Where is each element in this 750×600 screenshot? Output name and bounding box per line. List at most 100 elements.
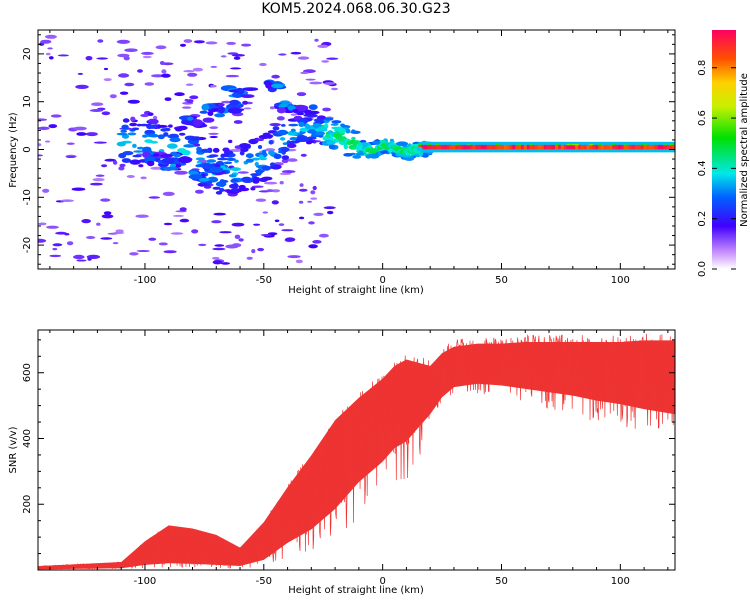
spectrogram-cell xyxy=(207,176,218,182)
spectrogram-noise-blob xyxy=(140,113,150,118)
carrier-cell xyxy=(495,143,500,146)
carrier-cell xyxy=(640,144,644,150)
spectrogram-noise-blob xyxy=(85,56,93,61)
spectrogram-noise-blob xyxy=(104,158,117,162)
spectrogram-noise-blob xyxy=(46,225,59,229)
spectrogram-cell xyxy=(312,123,322,129)
spectrogram-noise-blob xyxy=(91,102,104,106)
spectrogram-cell xyxy=(132,154,142,158)
carrier-cell xyxy=(444,144,447,150)
spectrogram-noise-blob xyxy=(52,243,63,247)
spectrogram-noise-blob xyxy=(38,126,50,130)
spectrogram-cell xyxy=(163,132,169,137)
spectrogram-cell xyxy=(362,142,369,147)
carrier-cell xyxy=(663,143,668,146)
spectrogram-noise-blob xyxy=(85,132,98,137)
spectrogram-cell xyxy=(258,135,266,139)
spectrogram-noise-blob xyxy=(48,56,54,60)
spectrogram-noise-blob xyxy=(163,250,177,254)
spectrogram-cell xyxy=(203,185,212,189)
carrier-cell xyxy=(418,143,423,146)
spectrogram-noise-blob xyxy=(242,100,249,105)
carrier-cell xyxy=(629,144,633,150)
spectrogram-noise-blob xyxy=(140,176,147,180)
spectrogram-noise-blob xyxy=(231,54,245,57)
spectrogram-cell xyxy=(137,146,144,150)
carrier-cell xyxy=(486,144,490,150)
spectrogram-noise-blob xyxy=(174,170,188,175)
spectrogram-x-label: Height of straight line (km) xyxy=(288,285,424,296)
colorbar-tick-label: 0.8 xyxy=(697,60,708,76)
spectrogram-noise-blob xyxy=(172,214,185,217)
spectrogram-noise-blob xyxy=(81,219,91,224)
spectrogram-noise-blob xyxy=(40,39,52,44)
spectrogram-noise-blob xyxy=(101,111,111,116)
spectrogram-noise-blob xyxy=(71,187,86,191)
spectrogram-cell xyxy=(239,143,251,149)
carrier-cell xyxy=(560,144,564,150)
spectrogram-cell xyxy=(372,140,381,145)
spectrogram-noise-blob xyxy=(92,178,105,182)
spectrogram-cell xyxy=(163,166,179,171)
spectrogram-noise-blob xyxy=(115,229,124,233)
carrier-cell xyxy=(509,144,513,150)
carrier-cell xyxy=(598,143,602,146)
x-tick-label: 100 xyxy=(611,576,630,587)
spectrogram-noise-blob xyxy=(331,87,338,91)
carrier-cell xyxy=(566,143,571,146)
spectrogram-cell xyxy=(129,159,141,165)
spectrogram-cell xyxy=(352,140,359,146)
spectrogram-noise-blob xyxy=(308,244,318,249)
spectrogram-noise-blob xyxy=(313,212,324,216)
carrier-cell xyxy=(546,144,550,150)
spectrogram-cell xyxy=(230,178,239,183)
carrier-cell xyxy=(660,144,664,150)
spectrogram-noise-blob xyxy=(142,55,152,59)
spectrogram-y-label: Frequency (Hz) xyxy=(8,112,19,188)
carrier-cell xyxy=(669,144,673,150)
spectrogram-noise-blob xyxy=(263,181,278,185)
carrier-cell xyxy=(552,144,556,150)
spectrogram-noise-blob xyxy=(52,247,58,251)
spectrogram-cell xyxy=(282,142,288,146)
spectrogram-cell xyxy=(176,126,186,131)
spectrogram-cell xyxy=(116,132,128,136)
spectrogram-noise-blob xyxy=(314,38,319,42)
spectrogram-noise-blob xyxy=(183,39,193,43)
spectrogram-cell xyxy=(160,153,173,158)
carrier-cell xyxy=(615,144,619,150)
spectrogram-cell xyxy=(307,136,317,140)
spectrogram-noise-blob xyxy=(257,247,264,252)
colorbar-gradient xyxy=(712,30,736,269)
spectrogram-cell xyxy=(245,153,254,159)
spectrogram-cell xyxy=(187,116,194,121)
spectrogram-cell xyxy=(261,149,267,155)
carrier-cell xyxy=(478,144,482,150)
spectrogram-noise-blob xyxy=(214,244,225,247)
spectrogram-noise-blob xyxy=(129,252,139,256)
spectrogram-noise-blob xyxy=(95,174,105,177)
spectrogram-noise-blob xyxy=(151,74,165,78)
carrier-cell xyxy=(635,144,639,150)
spectrogram-noise-blob xyxy=(225,244,239,249)
spectrogram-cell xyxy=(304,109,312,115)
spectrogram-cell xyxy=(345,128,351,134)
spectrogram-cell xyxy=(219,188,225,192)
spectrogram-cell xyxy=(121,124,129,130)
spectrogram-noise-blob xyxy=(101,214,114,219)
carrier-cell xyxy=(580,144,584,150)
carrier-cell xyxy=(598,144,601,150)
spectrogram-cell xyxy=(122,151,134,156)
spectrogram-noise-blob xyxy=(279,181,284,185)
spectrogram-noise-blob xyxy=(148,237,157,241)
y-tick-label: 20 xyxy=(22,48,33,61)
carrier-cell xyxy=(518,143,523,146)
spectrogram-cell xyxy=(315,119,325,125)
spectrogram-noise-blob xyxy=(161,73,171,78)
carrier-cell xyxy=(432,144,436,150)
carrier-cell xyxy=(586,144,590,150)
carrier-cell xyxy=(618,144,621,150)
spectrogram-noise-blob xyxy=(135,214,149,218)
spectrogram-cell xyxy=(130,116,136,122)
chart-title: KOM5.2024.068.06.30.G23 xyxy=(261,1,451,17)
